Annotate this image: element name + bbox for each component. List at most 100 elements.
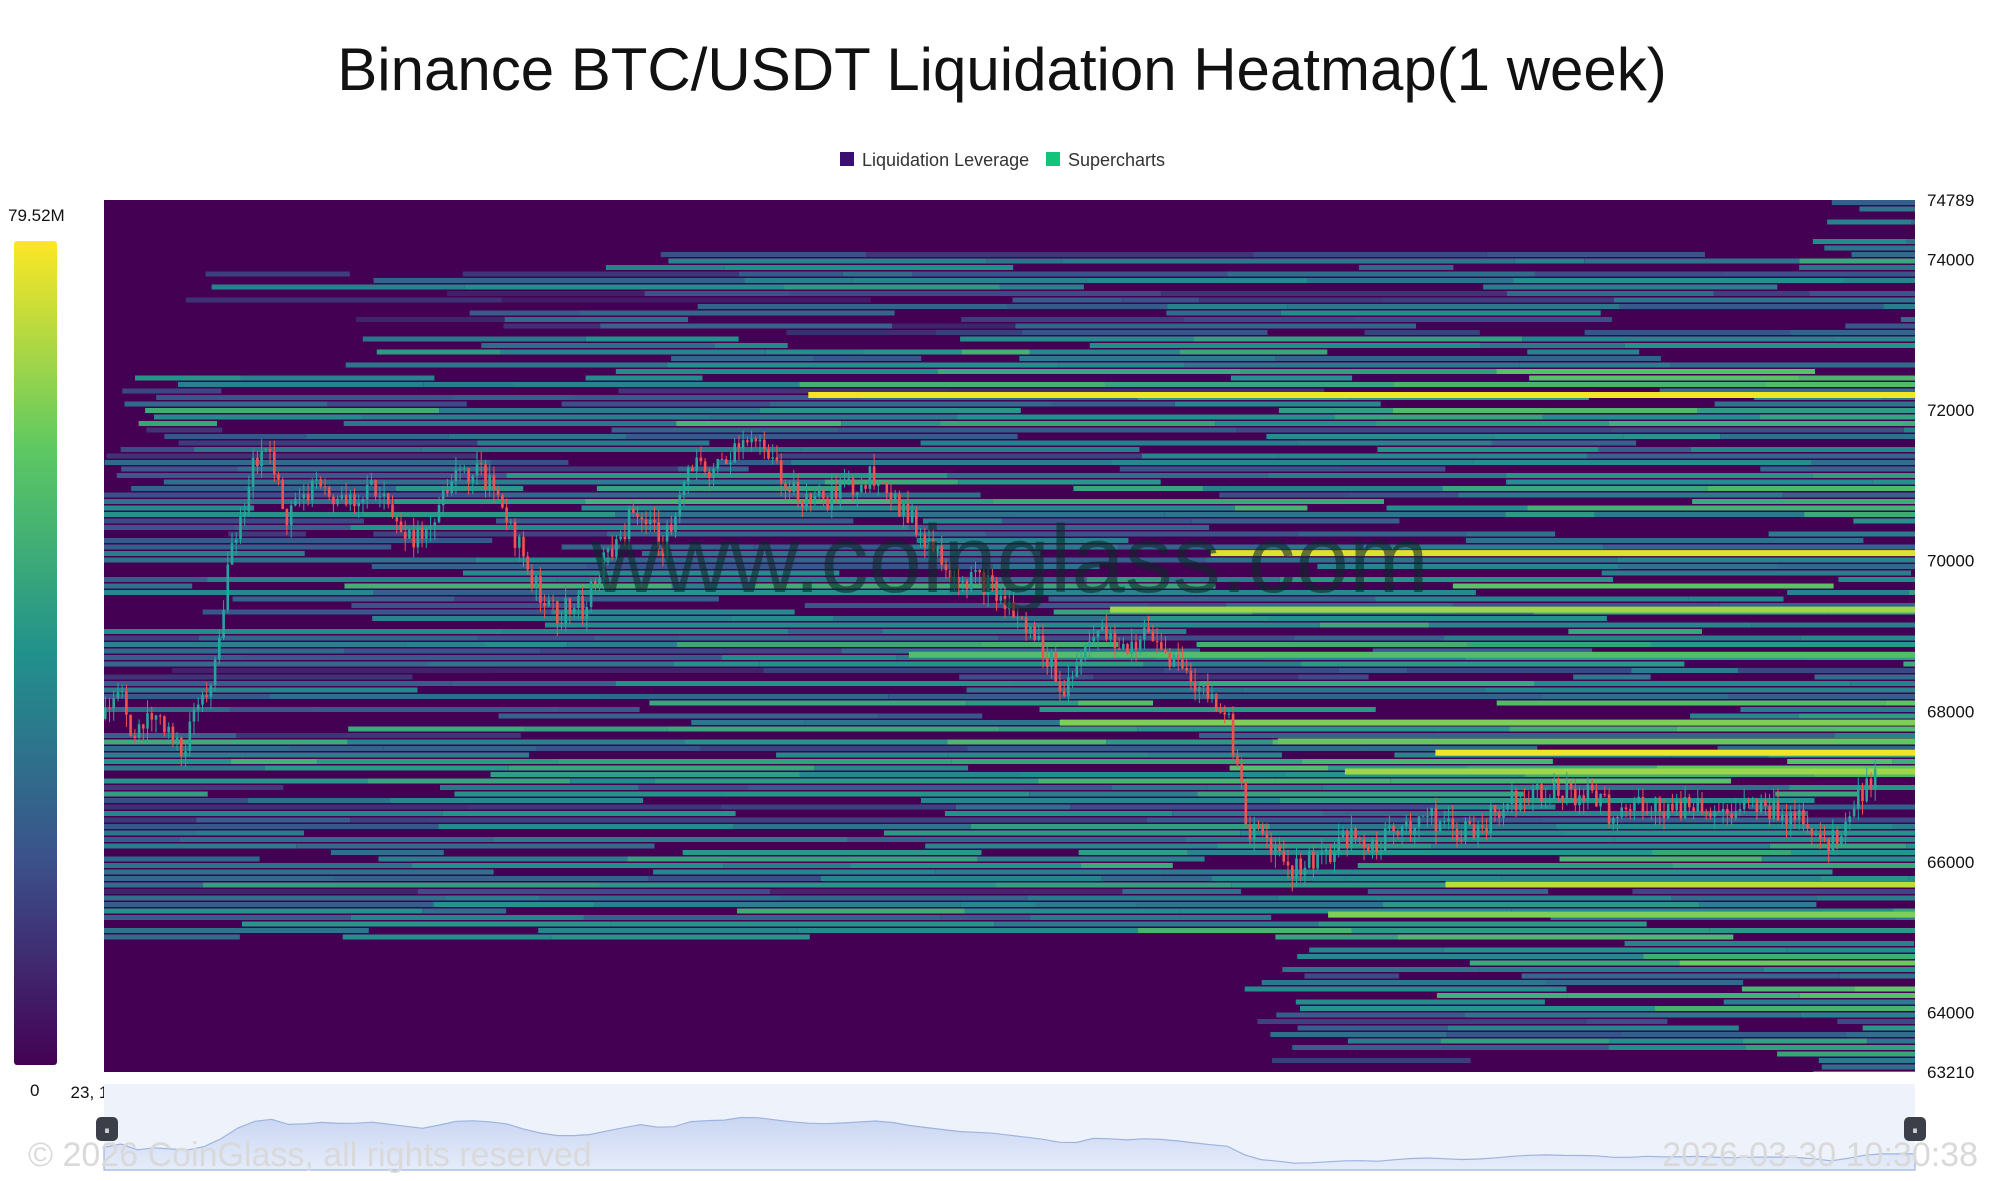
heatmap-cell	[104, 661, 428, 667]
candle-body	[1138, 639, 1142, 650]
candle-body	[1278, 845, 1281, 852]
y-tick-label: 74789	[1927, 191, 1974, 210]
heatmap-cell	[1831, 200, 1915, 205]
heatmap-cell	[1740, 707, 1915, 712]
heatmap-cell	[1683, 817, 1801, 823]
liquidation-level	[1435, 749, 1915, 756]
heatmap-cell	[350, 915, 584, 920]
heatmap-cell	[1584, 330, 1791, 335]
candle-body	[1688, 797, 1691, 808]
candle-body	[1400, 826, 1404, 836]
heatmap-cell	[116, 473, 507, 478]
heatmap-cell	[121, 466, 238, 472]
heatmap-cell	[1357, 863, 1673, 868]
candle-body	[1417, 816, 1421, 828]
candle-body	[1738, 809, 1742, 812]
heatmap-cell	[508, 765, 815, 771]
heatmap-cell	[104, 811, 443, 816]
colorbar-max-label: 79.52M	[8, 206, 65, 225]
heatmap-cell	[1342, 466, 1446, 472]
candle-body	[1396, 831, 1400, 836]
heatmap-cell	[585, 375, 703, 381]
heatmap-cell	[1364, 330, 1480, 335]
candle-body	[839, 482, 842, 499]
heatmap-cell	[211, 284, 465, 290]
heatmap-cell	[1506, 473, 1813, 478]
heatmap-cell	[1845, 323, 1915, 329]
candle-body	[1303, 867, 1307, 876]
candle-body	[577, 595, 580, 609]
heatmap-cell	[982, 583, 1216, 589]
heatmap-cell	[1551, 785, 1789, 790]
candle-body	[1789, 812, 1792, 825]
heatmap-cell	[1192, 518, 1400, 524]
heatmap-cell	[944, 811, 1173, 816]
candle-body	[648, 519, 652, 525]
heatmap-cell	[405, 642, 486, 647]
heatmap-cell	[957, 414, 1335, 420]
navigator-right-handle[interactable]	[1904, 1117, 1926, 1141]
candle-body	[1666, 803, 1670, 818]
candle-body	[146, 713, 149, 729]
heatmap-cell	[754, 544, 913, 550]
heatmap-cell	[1255, 837, 1615, 842]
y-tick-label: 70000	[1927, 552, 1974, 571]
heatmap-cell	[638, 785, 748, 790]
candle-body	[1117, 648, 1121, 650]
heatmap-cell	[1119, 466, 1343, 472]
heatmap-cell	[615, 512, 1011, 517]
heatmap-cell	[599, 882, 996, 888]
heatmap-cell	[378, 856, 628, 862]
candle-body	[374, 479, 377, 497]
heatmap-cell	[960, 902, 1036, 907]
candle-body	[1747, 800, 1750, 802]
candle-body	[1426, 816, 1429, 818]
candle-body	[1345, 830, 1349, 848]
heatmap-cell	[104, 863, 412, 868]
heatmap-plot[interactable]: www.coinglass.com	[104, 200, 1915, 1076]
candle-body	[1016, 617, 1019, 619]
heatmap-cell	[196, 817, 351, 823]
heatmap-cell	[199, 635, 478, 641]
legend-label-liquidation[interactable]: Liquidation Leverage	[862, 150, 1029, 170]
heatmap-cell	[368, 778, 571, 784]
range-navigator[interactable]: ⏸ ⏸	[96, 1084, 1926, 1171]
candle-body	[644, 519, 648, 525]
heatmap-cell	[626, 434, 1018, 439]
heatmap-cell	[1883, 304, 1915, 309]
heatmap-cell	[104, 538, 493, 543]
heatmap-cell	[1624, 343, 1915, 348]
candle-body	[273, 451, 276, 475]
heatmap-cell	[207, 577, 557, 582]
candle-body	[881, 483, 884, 485]
candle-body	[505, 507, 508, 522]
candle-body	[446, 490, 449, 493]
heatmap-cell	[1136, 902, 1383, 907]
heatmap-cell	[1775, 791, 1858, 797]
heatmap-cell	[720, 804, 956, 810]
candle-body	[1130, 641, 1133, 654]
legend-label-supercharts[interactable]: Supercharts	[1068, 150, 1165, 170]
heatmap-cell	[536, 746, 701, 751]
candle-body	[306, 493, 310, 501]
heatmap-cell	[1809, 291, 1915, 296]
heatmap-cell	[296, 843, 655, 849]
heatmap-cell	[1906, 239, 1915, 244]
candle-body	[1768, 806, 1771, 819]
heatmap-cell	[1298, 674, 1369, 680]
heatmap-cell	[1601, 570, 1911, 576]
heatmap-cell	[610, 557, 836, 563]
candle-body	[1033, 626, 1036, 640]
candle-body	[1447, 818, 1450, 822]
candle-body	[708, 471, 711, 478]
heatmap-cell	[1219, 492, 1348, 498]
candle-body	[285, 509, 289, 526]
candle-body	[788, 488, 791, 492]
heatmap-cell	[104, 551, 305, 556]
heatmap-cell	[373, 590, 578, 595]
candle-body	[898, 493, 901, 517]
navigator-left-handle[interactable]	[96, 1117, 118, 1141]
heatmap-cell	[723, 863, 851, 868]
heatmap-cell	[873, 473, 948, 478]
